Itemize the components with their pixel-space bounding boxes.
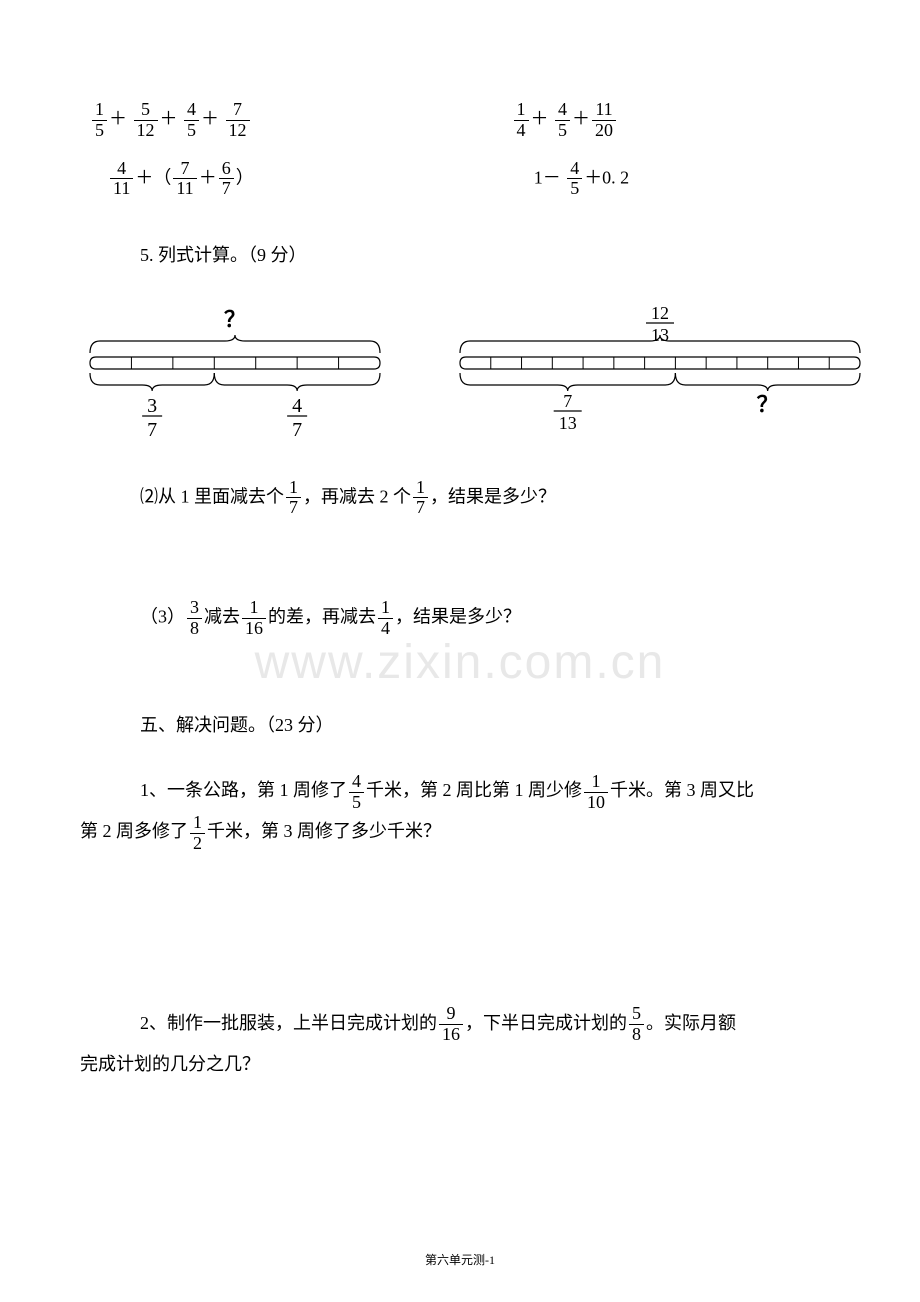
diagram-row: ？3747 1213713？ [80,282,840,452]
expr-4: 1－ 45＋0. 2 [534,159,630,200]
svg-text:？: ？ [224,307,246,332]
svg-text:？: ？ [757,392,779,417]
problem-2: 2、制作一批服装，上半日完成计划的916，下半日完成计划的58。实际月额 完成计… [80,1004,840,1085]
svg-text:13: 13 [651,325,669,345]
page-footer: 第六单元测-1 [425,1250,495,1272]
expr-row-1: 15＋ 512＋ 45＋ 712 14＋ 45＋1120 [90,100,840,141]
problem-1: 1、一条公路，第 1 周修了45千米，第 2 周比第 1 周少修110千米。第 … [80,771,840,853]
svg-text:7: 7 [563,391,572,411]
svg-text:13: 13 [559,413,577,433]
diagram-2: 1213713？ [450,282,870,452]
svg-text:12: 12 [651,303,669,323]
sec5-heading: 五、解决问题。（23 分） [140,709,840,741]
q5-heading: 5. 列式计算。（9 分） [140,239,840,271]
svg-text:7: 7 [147,419,157,441]
q2-line: ⑵从 1 里面减去个17，再减去 2 个17，结果是多少？ [140,478,840,519]
svg-text:4: 4 [292,395,302,417]
expr-row-2: 411＋（711＋67） 1－ 45＋0. 2 [108,159,840,200]
expr-1: 15＋ 512＋ 45＋ 712 [90,100,252,141]
svg-text:7: 7 [292,419,302,441]
q3-line: （3）38减去116的差，再减去14，结果是多少？ [140,598,840,639]
svg-text:3: 3 [147,395,157,417]
expr-3: 411＋（711＋67） [108,159,254,200]
diagram-1: ？3747 [80,282,390,452]
expr-2: 14＋ 45＋1120 [512,100,619,141]
